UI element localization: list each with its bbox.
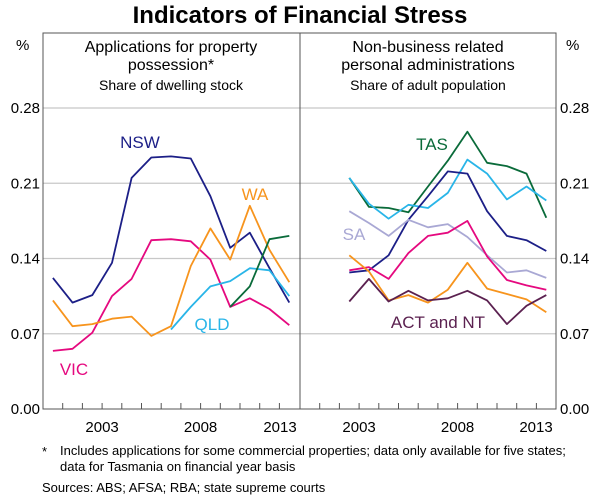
series-label-act-and-nt: ACT and NT	[391, 313, 485, 332]
y-tick-label-left: 0.21	[11, 175, 40, 192]
series-line-p1-qld	[170, 267, 291, 331]
series-line-p2-vic	[349, 219, 547, 291]
y-tick-label-right: 0.21	[560, 175, 589, 192]
x-tick-label-2008: 2008	[184, 419, 217, 436]
x-tick-label-2013: 2013	[263, 419, 296, 436]
series-label-wa: WA	[242, 185, 269, 204]
series-label-sa: SA	[343, 225, 366, 244]
x-tick-label-2003: 2003	[342, 419, 375, 436]
series-line-p2-qld	[348, 158, 547, 220]
left-panel-title: Applications for property possession*	[85, 39, 258, 74]
series-line-p2-wa	[348, 254, 547, 314]
y-tick-label-right: 0.28	[560, 100, 589, 117]
y-tick-label-right: 0.07	[560, 326, 589, 343]
y-unit-left: %	[16, 37, 29, 54]
y-tick-label-left: 0.28	[11, 100, 40, 117]
sources: Sources: ABS; AFSA; RBA; state supreme c…	[42, 480, 326, 495]
series-label-qld: QLD	[195, 315, 230, 334]
series-line-p1-vic	[52, 238, 290, 352]
y-tick-label-right: 0.14	[560, 251, 589, 268]
series-line-p1-nsw	[52, 155, 291, 304]
x-tick-label-2008: 2008	[441, 419, 474, 436]
chart-title: Indicators of Financial Stress	[133, 2, 468, 29]
y-tick-label-left: 0.14	[11, 251, 40, 268]
left-panel-subtitle: Share of dwelling stock	[99, 77, 244, 93]
y-tick-label-left: 0.07	[11, 326, 40, 343]
x-tick-label-2003: 2003	[85, 419, 118, 436]
series-line-p2-sa	[348, 210, 547, 279]
right-panel-title: Non-business related personal administrat…	[341, 39, 514, 74]
series-lines: NSW VIC WA QLD TAS SA ACT and NT	[52, 130, 548, 379]
y-unit-right: %	[566, 37, 579, 54]
footnote-marker: *	[42, 444, 47, 459]
y-tick-label-right: 0.00	[560, 401, 589, 418]
series-label-nsw: NSW	[120, 133, 160, 152]
series-line-p1-tas	[229, 235, 290, 308]
y-tick-label-left: 0.00	[11, 401, 40, 418]
x-tick-label-2013: 2013	[519, 419, 552, 436]
series-line-p1-wa	[52, 204, 291, 337]
axes: 0.00 0.00 0.07 0.07 0.14 0.14 0.21 0.21 0.28 0.28…	[11, 100, 589, 436]
series-line-p2-nsw	[349, 170, 547, 274]
series-label-vic: VIC	[60, 360, 88, 379]
series-line-p2-tas	[348, 130, 548, 219]
series-line-p2-act-and-nt	[348, 277, 547, 326]
footnote: Includes applications for some commercia…	[60, 443, 566, 474]
series-label-tas: TAS	[416, 135, 448, 154]
right-panel-subtitle: Share of adult population	[350, 77, 506, 93]
